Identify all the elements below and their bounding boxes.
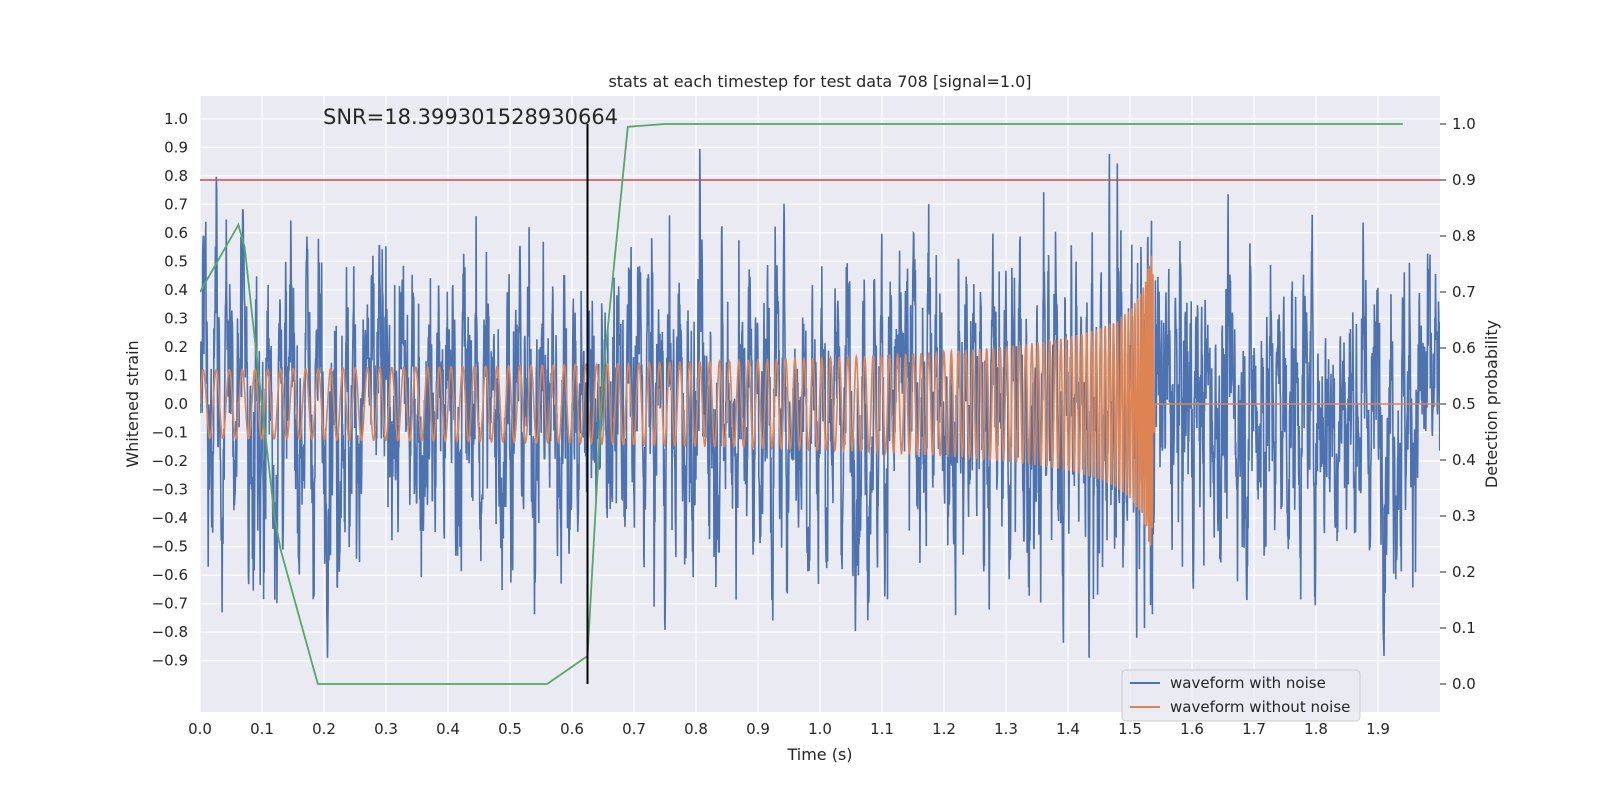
x-tick-label: 1.2 <box>932 720 956 738</box>
legend-label-noise: waveform with noise <box>1170 674 1326 692</box>
x-tick-label: 1.4 <box>1056 720 1080 738</box>
y-tick-label: −0.8 <box>152 623 188 641</box>
legend: waveform with noise waveform without noi… <box>1121 669 1361 722</box>
y2-tick-label: 1.0 <box>1452 115 1476 133</box>
y2-axis-label: Detection probability <box>1482 320 1501 488</box>
x-tick-label: 0.8 <box>684 720 708 738</box>
y-tick-label: 0.5 <box>164 252 188 270</box>
series-layer <box>200 148 1440 658</box>
legend-label-clean: waveform without noise <box>1170 698 1350 716</box>
x-axis-label: Time (s) <box>786 745 852 764</box>
y2-tick-label: 0.0 <box>1452 675 1476 693</box>
y2-tick-label: 0.7 <box>1452 283 1476 301</box>
x-tick-label: 0.9 <box>746 720 770 738</box>
y-tick-label: 0.0 <box>164 395 188 413</box>
legend-box <box>1121 669 1361 722</box>
y-tick-label: −0.3 <box>152 481 188 499</box>
y-tick-label: 1.0 <box>164 110 188 128</box>
series-waveform-without-noise <box>200 255 1440 546</box>
y-tick-label: 0.2 <box>164 338 188 356</box>
y-tick-label: 0.8 <box>164 167 188 185</box>
y-tick-label: −0.1 <box>152 424 188 442</box>
x-tick-label: 0.7 <box>622 720 646 738</box>
x-tick-label: 0.4 <box>436 720 460 738</box>
y-tick-label: −0.2 <box>152 452 188 470</box>
y2-tick-label: 0.5 <box>1452 395 1476 413</box>
y-tick-label: −0.9 <box>152 652 188 670</box>
y2-tick-label: 0.3 <box>1452 507 1476 525</box>
y2-tick-label: 0.2 <box>1452 563 1476 581</box>
series-detection-probability <box>200 123 1403 685</box>
x-tick-label: 1.6 <box>1180 720 1204 738</box>
y2-tick-label: 0.6 <box>1452 339 1476 357</box>
y-tick-label: 0.4 <box>164 281 188 299</box>
x-tick-label: 0.2 <box>312 720 336 738</box>
y2-tick-label: 0.4 <box>1452 451 1476 469</box>
y-tick-label: 0.7 <box>164 195 188 213</box>
y-axis-label: Whitened strain <box>123 340 142 467</box>
x-tick-label: 0.5 <box>498 720 522 738</box>
overlay-layer <box>200 123 1440 685</box>
x-tick-label: 1.0 <box>808 720 832 738</box>
x-tick-label: 1.1 <box>870 720 894 738</box>
y2-tick-label: 0.9 <box>1452 171 1476 189</box>
x-tick-label: 0.1 <box>250 720 274 738</box>
x-tick-label: 0.0 <box>188 720 212 738</box>
y-tick-label: 0.6 <box>164 224 188 242</box>
x-tick-label: 0.3 <box>374 720 398 738</box>
y-tick-label: 0.1 <box>164 366 188 384</box>
x-tick-label: 1.3 <box>994 720 1018 738</box>
y-tick-label: −0.6 <box>152 566 188 584</box>
y-tick-label: −0.7 <box>152 595 188 613</box>
y-tick-label: 0.9 <box>164 138 188 156</box>
y-tick-label: −0.4 <box>152 509 188 527</box>
y-tick-label: 0.3 <box>164 309 188 327</box>
y2-tick-label: 0.1 <box>1452 619 1476 637</box>
chart-title: stats at each timestep for test data 708… <box>608 72 1031 91</box>
x-tick-label: 1.9 <box>1366 720 1390 738</box>
y2-tick-label: 0.8 <box>1452 227 1476 245</box>
snr-annotation: SNR=18.399301528930664 <box>323 105 618 129</box>
x-tick-label: 0.6 <box>560 720 584 738</box>
x-tick-label: 1.7 <box>1242 720 1266 738</box>
x-tick-label: 1.5 <box>1118 720 1142 738</box>
ticks-layer: 0.0 0.1 0.2 0.3 0.4 0.5 0.6 0.7 0.8 0.9 1.0 1.1 1.2 1… <box>152 110 1476 738</box>
y-tick-label: −0.5 <box>152 538 188 556</box>
x-tick-label: 1.8 <box>1304 720 1328 738</box>
